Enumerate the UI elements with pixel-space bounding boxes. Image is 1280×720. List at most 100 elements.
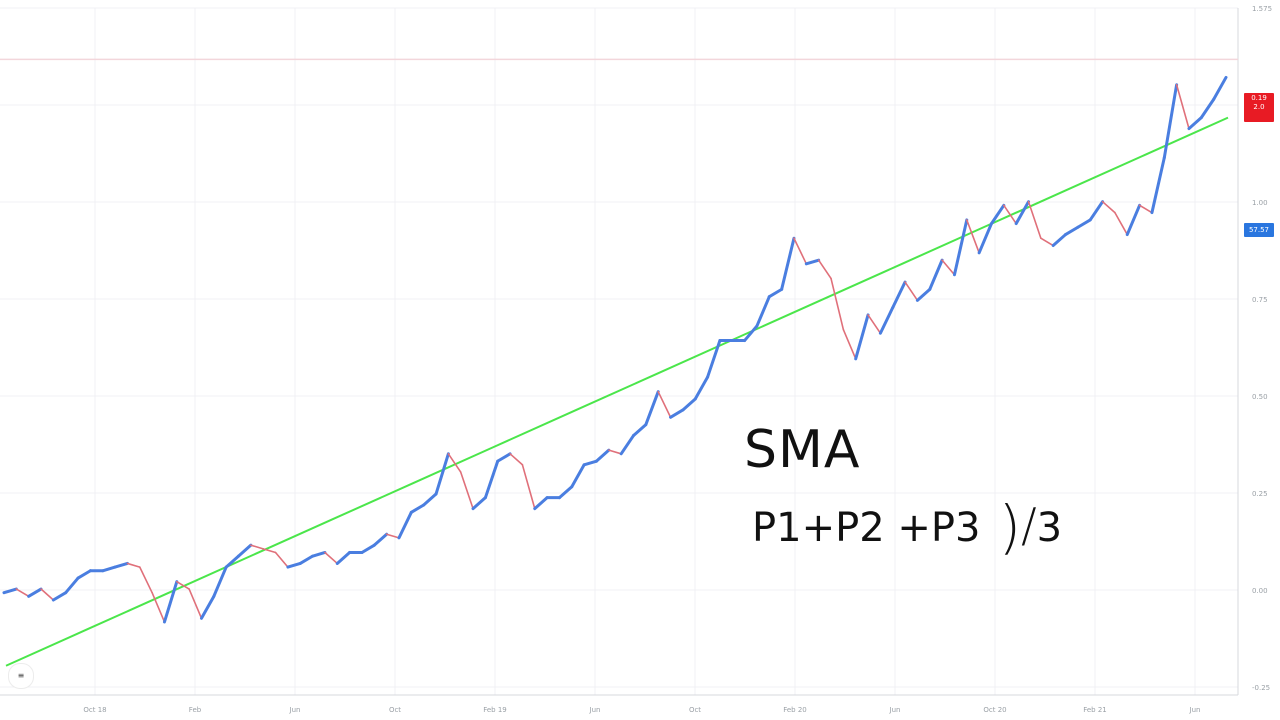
price-segment-up: [582, 459, 598, 467]
y-tick-label: 1.00: [1252, 199, 1268, 207]
price-segment-up: [804, 258, 821, 266]
price-segment-down: [176, 580, 190, 590]
price-segment-down: [817, 259, 832, 280]
price-segment-down: [126, 562, 141, 568]
price-segment-down: [793, 237, 808, 265]
price-segment-up: [755, 295, 771, 328]
price-segment-up: [767, 287, 784, 299]
price-segment-down: [385, 533, 400, 539]
price-segment-up: [780, 236, 796, 291]
price-segment-down: [941, 259, 956, 276]
y-tick-label: 0.50: [1252, 393, 1268, 401]
price-segment-down: [521, 463, 536, 510]
price-segment-up: [1088, 200, 1105, 222]
price-segment-up: [434, 452, 450, 496]
price-segment-up: [422, 492, 438, 507]
x-tick-label: Oct 18: [83, 706, 106, 714]
price-segment-down: [1175, 83, 1190, 130]
formula-divisor: 3: [1036, 505, 1063, 551]
price-segment-down: [15, 588, 30, 598]
price-segment-up: [557, 485, 574, 500]
price-segment-up: [51, 591, 68, 602]
price-segment-down: [509, 453, 524, 466]
price-segment-down: [1114, 211, 1129, 236]
price-segment-down: [459, 471, 474, 510]
sma-title: SMA: [744, 420, 861, 480]
last-price-badge: 0.19 2.0: [1244, 93, 1274, 122]
price-segment-up: [471, 496, 487, 511]
price-segment-up: [162, 580, 179, 624]
price-segment-down: [1027, 200, 1042, 240]
price-segment-up: [101, 565, 117, 573]
x-tick-label: Feb 20: [783, 706, 807, 714]
price-segment-up: [989, 203, 1006, 226]
price-segment-down: [447, 453, 462, 473]
price-segment-down: [904, 281, 919, 302]
price-segment-up: [619, 434, 636, 456]
price-segment-up: [311, 550, 327, 558]
price-segment-up: [743, 324, 759, 343]
price-segment-up: [977, 222, 993, 255]
price-segment-down: [40, 588, 55, 601]
formula-paren: ): [998, 493, 1022, 561]
x-tick-label: Jun: [589, 706, 601, 714]
price-segment-up: [409, 503, 426, 514]
x-tick-label: Jun: [889, 706, 901, 714]
price-segment-up: [1014, 200, 1031, 226]
price-segment-up: [706, 339, 722, 379]
price-segment-down: [657, 390, 672, 419]
y-tick-label: -0.25: [1252, 684, 1270, 692]
price-segment-up: [224, 554, 241, 569]
price-segment-up: [496, 452, 512, 463]
price-segment-down: [830, 277, 845, 331]
price-segment-up: [1187, 116, 1203, 131]
price-segment-up: [286, 561, 302, 569]
x-tick-label: Jun: [289, 706, 301, 714]
price-segment-down: [262, 548, 277, 554]
price-segment-down: [138, 566, 153, 594]
formula-slash: /: [1021, 498, 1037, 552]
price-segment-up: [952, 218, 969, 277]
price-segment-down: [1101, 200, 1116, 214]
price-segment-down: [274, 551, 289, 568]
price-segment-up: [681, 397, 697, 412]
y-tick-label: 0.00: [1252, 587, 1268, 595]
price-segment-up: [2, 587, 18, 595]
price-segment-up: [1199, 97, 1216, 120]
x-tick-label: Feb: [189, 706, 202, 714]
chart-settings-button[interactable]: ≡: [8, 663, 34, 689]
price-segment-up: [570, 463, 586, 489]
price-segment-up: [27, 587, 43, 598]
price-segment-up: [632, 423, 648, 438]
last-price-line-2: 2.0: [1253, 103, 1265, 111]
price-segment-up: [113, 561, 129, 569]
price-segment-up: [644, 390, 660, 427]
price-segment-up: [669, 408, 685, 419]
price-segment-up: [1212, 75, 1228, 101]
x-tick-label: Feb 21: [1083, 706, 1107, 714]
sma-price-badge: 57.57: [1244, 223, 1274, 237]
price-segment-up: [1125, 203, 1142, 237]
price-segment-down: [188, 588, 203, 620]
price-segment-down: [867, 314, 882, 335]
price-segment-down: [1003, 204, 1017, 225]
price-segment-up: [64, 576, 80, 595]
price-segment-up: [335, 550, 352, 565]
price-segment-up: [533, 496, 549, 511]
price-segment-up: [237, 543, 253, 558]
price-segment-up: [928, 258, 944, 291]
price-segment-up: [397, 510, 413, 540]
price-segment-up: [1051, 233, 1068, 248]
price-segment-up: [1150, 156, 1166, 215]
x-tick-label: Feb 19: [483, 706, 507, 714]
price-segment-up: [76, 569, 92, 580]
last-price-line-1: 0.19: [1251, 94, 1267, 102]
sma-line: [5, 116, 1229, 667]
y-tick-label: 0.75: [1252, 296, 1268, 304]
price-segment-down: [842, 328, 857, 360]
x-tick-label: Oct: [689, 706, 701, 714]
price-segment-up: [1064, 225, 1080, 237]
x-tick-label: Jun: [1189, 706, 1201, 714]
